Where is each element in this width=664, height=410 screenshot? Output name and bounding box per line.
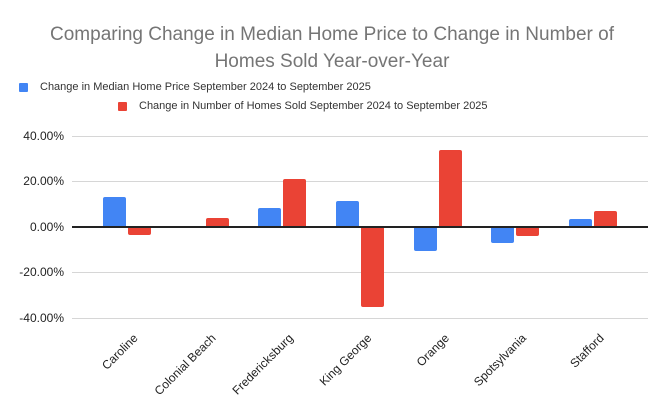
y-axis-tick-label: 20.00% — [23, 174, 64, 188]
bar-homes-sold-stafford[interactable] — [593, 211, 617, 227]
bar-homes-sold-spotsylvania[interactable] — [516, 227, 540, 237]
legend-label-homes-sold: Change in Number of Homes Sold September… — [139, 100, 488, 112]
x-axis-label-colonial-beach: Colonial Beach — [151, 331, 219, 398]
bar-median-home-price-stafford[interactable] — [568, 219, 592, 227]
chart-title: Comparing Change in Median Home Price to… — [50, 24, 614, 72]
bar-homes-sold-orange[interactable] — [438, 149, 462, 227]
gridline — [72, 272, 648, 273]
x-axis-label-king-george: King George — [316, 331, 374, 389]
bar-median-home-price-king-george[interactable] — [336, 200, 359, 227]
x-axis-label-spotsylvania: Spotsylvania — [471, 331, 530, 390]
legend-item-median-home-price[interactable]: Change in Median Home Price September 20… — [19, 81, 371, 93]
legend-item-homes-sold[interactable]: Change in Number of Homes Sold September… — [118, 100, 488, 112]
plot-area — [72, 135, 648, 319]
gridline — [72, 135, 648, 137]
gridline — [72, 181, 648, 182]
x-axis-label-fredericksburg: Fredericksburg — [229, 331, 297, 398]
y-axis-tick-label: 0.00% — [29, 219, 64, 234]
bar-homes-sold-caroline[interactable] — [128, 227, 152, 235]
y-axis-tick-label: -20.00% — [19, 265, 64, 279]
x-axis-label-caroline: Caroline — [99, 331, 141, 373]
zero-baseline — [72, 226, 648, 228]
bar-median-home-price-caroline[interactable] — [103, 197, 127, 227]
bar-median-home-price-orange[interactable] — [413, 227, 437, 251]
legend-label-median-home-price: Change in Median Home Price September 20… — [40, 81, 371, 93]
legend-swatch-homes-sold-icon — [118, 101, 127, 111]
bar-homes-sold-king-george[interactable] — [361, 227, 384, 307]
x-axis-label-stafford: Stafford — [567, 331, 607, 371]
gridline — [72, 317, 648, 319]
bar-homes-sold-colonial-beach[interactable] — [205, 217, 229, 227]
x-axis-label-orange: Orange — [413, 331, 452, 370]
bar-homes-sold-fredericksburg[interactable] — [283, 179, 307, 227]
bar-median-home-price-spotsylvania[interactable] — [491, 227, 515, 243]
y-axis-tick-label: -40.00% — [19, 310, 64, 325]
bar-median-home-price-fredericksburg[interactable] — [258, 207, 282, 227]
y-axis-tick-label: 40.00% — [23, 128, 64, 143]
legend-swatch-median-home-price-icon — [19, 82, 28, 92]
